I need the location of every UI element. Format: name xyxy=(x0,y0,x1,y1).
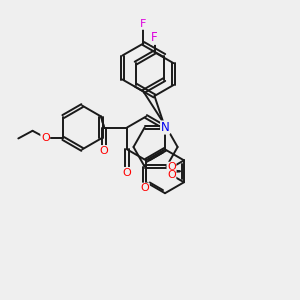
Text: O: O xyxy=(123,167,131,178)
Text: O: O xyxy=(167,170,176,180)
Text: O: O xyxy=(140,183,149,194)
Text: N: N xyxy=(162,122,171,133)
Text: F: F xyxy=(151,31,158,44)
Text: O: O xyxy=(167,162,176,172)
Text: O: O xyxy=(41,134,50,143)
Text: F: F xyxy=(140,19,147,29)
Text: N: N xyxy=(160,121,169,134)
Text: O: O xyxy=(100,146,108,156)
